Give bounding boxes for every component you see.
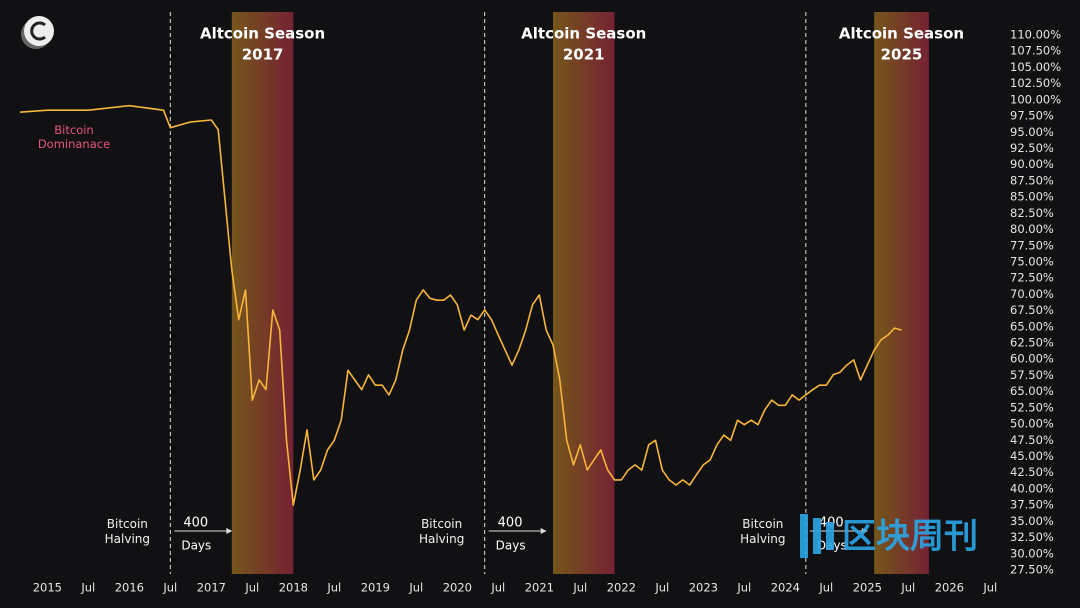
y-tick-label: 60.00%	[1010, 352, 1054, 366]
y-tick-label: 92.50%	[1010, 141, 1054, 155]
dominance-line	[19, 104, 902, 506]
y-tick-label: 87.50%	[1010, 173, 1054, 187]
band-title: Altcoin Season	[839, 25, 964, 43]
y-tick-label: 90.00%	[1010, 157, 1054, 171]
y-tick-label: 85.00%	[1010, 190, 1054, 204]
x-tick-label: Jul	[982, 581, 997, 595]
halving-label: Bitcoin Halving	[104, 517, 151, 546]
y-tick-label: 30.00%	[1010, 546, 1054, 560]
watermark-bar	[813, 518, 821, 554]
series-label: Bitcoin Dominanace	[37, 123, 111, 152]
y-tick-label: 32.50%	[1010, 530, 1054, 544]
y-tick-label: 27.50%	[1010, 563, 1054, 577]
x-tick-label: Jul	[162, 581, 177, 595]
interval-arrowhead	[540, 528, 547, 534]
watermark-text: 区块周刊	[842, 517, 978, 557]
interval-unit: Days	[496, 539, 526, 553]
interval-arrowhead	[861, 528, 868, 534]
y-tick-label: 40.00%	[1010, 481, 1054, 495]
band-year: 2021	[563, 46, 605, 64]
y-tick-label: 77.50%	[1010, 238, 1054, 252]
y-tick-label: 67.50%	[1010, 303, 1054, 317]
x-tick-label: Jul	[654, 581, 669, 595]
y-tick-label: 50.00%	[1010, 417, 1054, 431]
x-tick-label: 2024	[771, 581, 800, 595]
y-tick-label: 52.50%	[1010, 400, 1054, 414]
x-tick-label: 2020	[443, 581, 472, 595]
x-tick-label: Jul	[408, 581, 423, 595]
interval-count: 400	[183, 516, 208, 531]
x-tick-label: 2017	[197, 581, 226, 595]
y-tick-label: 107.50%	[1010, 44, 1061, 58]
x-tick-label: 2019	[361, 581, 390, 595]
x-tick-label: 2016	[115, 581, 144, 595]
interval-arrowhead	[226, 528, 233, 534]
x-tick-label: 2018	[279, 581, 308, 595]
logo	[21, 16, 54, 49]
x-tick-label: Jul	[80, 581, 95, 595]
interval-unit: Days	[181, 539, 211, 553]
y-tick-label: 72.50%	[1010, 271, 1054, 285]
y-tick-label: 110.00%	[1010, 28, 1061, 42]
y-tick-label: 75.00%	[1010, 254, 1054, 268]
x-tick-label: Jul	[736, 581, 751, 595]
y-tick-label: 47.50%	[1010, 433, 1054, 447]
x-tick-label: Jul	[818, 581, 833, 595]
y-tick-label: 42.50%	[1010, 465, 1054, 479]
x-tick-label: 2023	[689, 581, 718, 595]
x-tick-label: Jul	[900, 581, 915, 595]
y-tick-label: 97.50%	[1010, 109, 1054, 123]
bands	[231, 12, 929, 574]
altcoin-season-band	[553, 12, 615, 574]
band-title: Altcoin Season	[200, 25, 325, 43]
band-year: 2025	[881, 46, 923, 64]
watermark-bar	[800, 514, 808, 558]
band-title: Altcoin Season	[521, 25, 646, 43]
y-tick-label: 100.00%	[1010, 92, 1061, 106]
watermark-bar	[826, 522, 834, 550]
band-year: 2017	[242, 46, 284, 64]
x-tick-label: Jul	[572, 581, 587, 595]
x-tick-label: 2015	[33, 581, 62, 595]
y-tick-label: 57.50%	[1010, 368, 1054, 382]
x-tick-label: 2026	[935, 581, 964, 595]
y-tick-label: 35.00%	[1010, 514, 1054, 528]
watermark	[800, 514, 834, 558]
x-tick-label: Jul	[490, 581, 505, 595]
interval-count: 400	[498, 516, 523, 531]
x-tick-label: 2022	[607, 581, 636, 595]
y-tick-label: 80.00%	[1010, 222, 1054, 236]
y-tick-label: 82.50%	[1010, 206, 1054, 220]
y-tick-label: 70.00%	[1010, 287, 1054, 301]
y-tick-label: 45.00%	[1010, 449, 1054, 463]
y-tick-label: 102.50%	[1010, 76, 1061, 90]
halving-label: Bitcoin Halving	[740, 517, 786, 546]
x-tick-label: 2021	[525, 581, 554, 595]
altcoin-season-band	[874, 12, 929, 574]
x-tick-label: 2025	[853, 581, 882, 595]
altcoin-season-band	[231, 12, 294, 574]
y-tick-label: 65.00%	[1010, 384, 1054, 398]
y-tick-label: 62.50%	[1010, 336, 1054, 350]
y-tick-label: 95.00%	[1010, 125, 1054, 139]
x-tick-label: Jul	[326, 581, 341, 595]
y-tick-label: 105.00%	[1010, 60, 1061, 74]
x-tick-label: Jul	[244, 581, 259, 595]
halving-label: Bitcoin Halving	[418, 517, 465, 546]
y-tick-label: 65.00%	[1010, 319, 1054, 333]
y-tick-label: 37.50%	[1010, 498, 1054, 512]
